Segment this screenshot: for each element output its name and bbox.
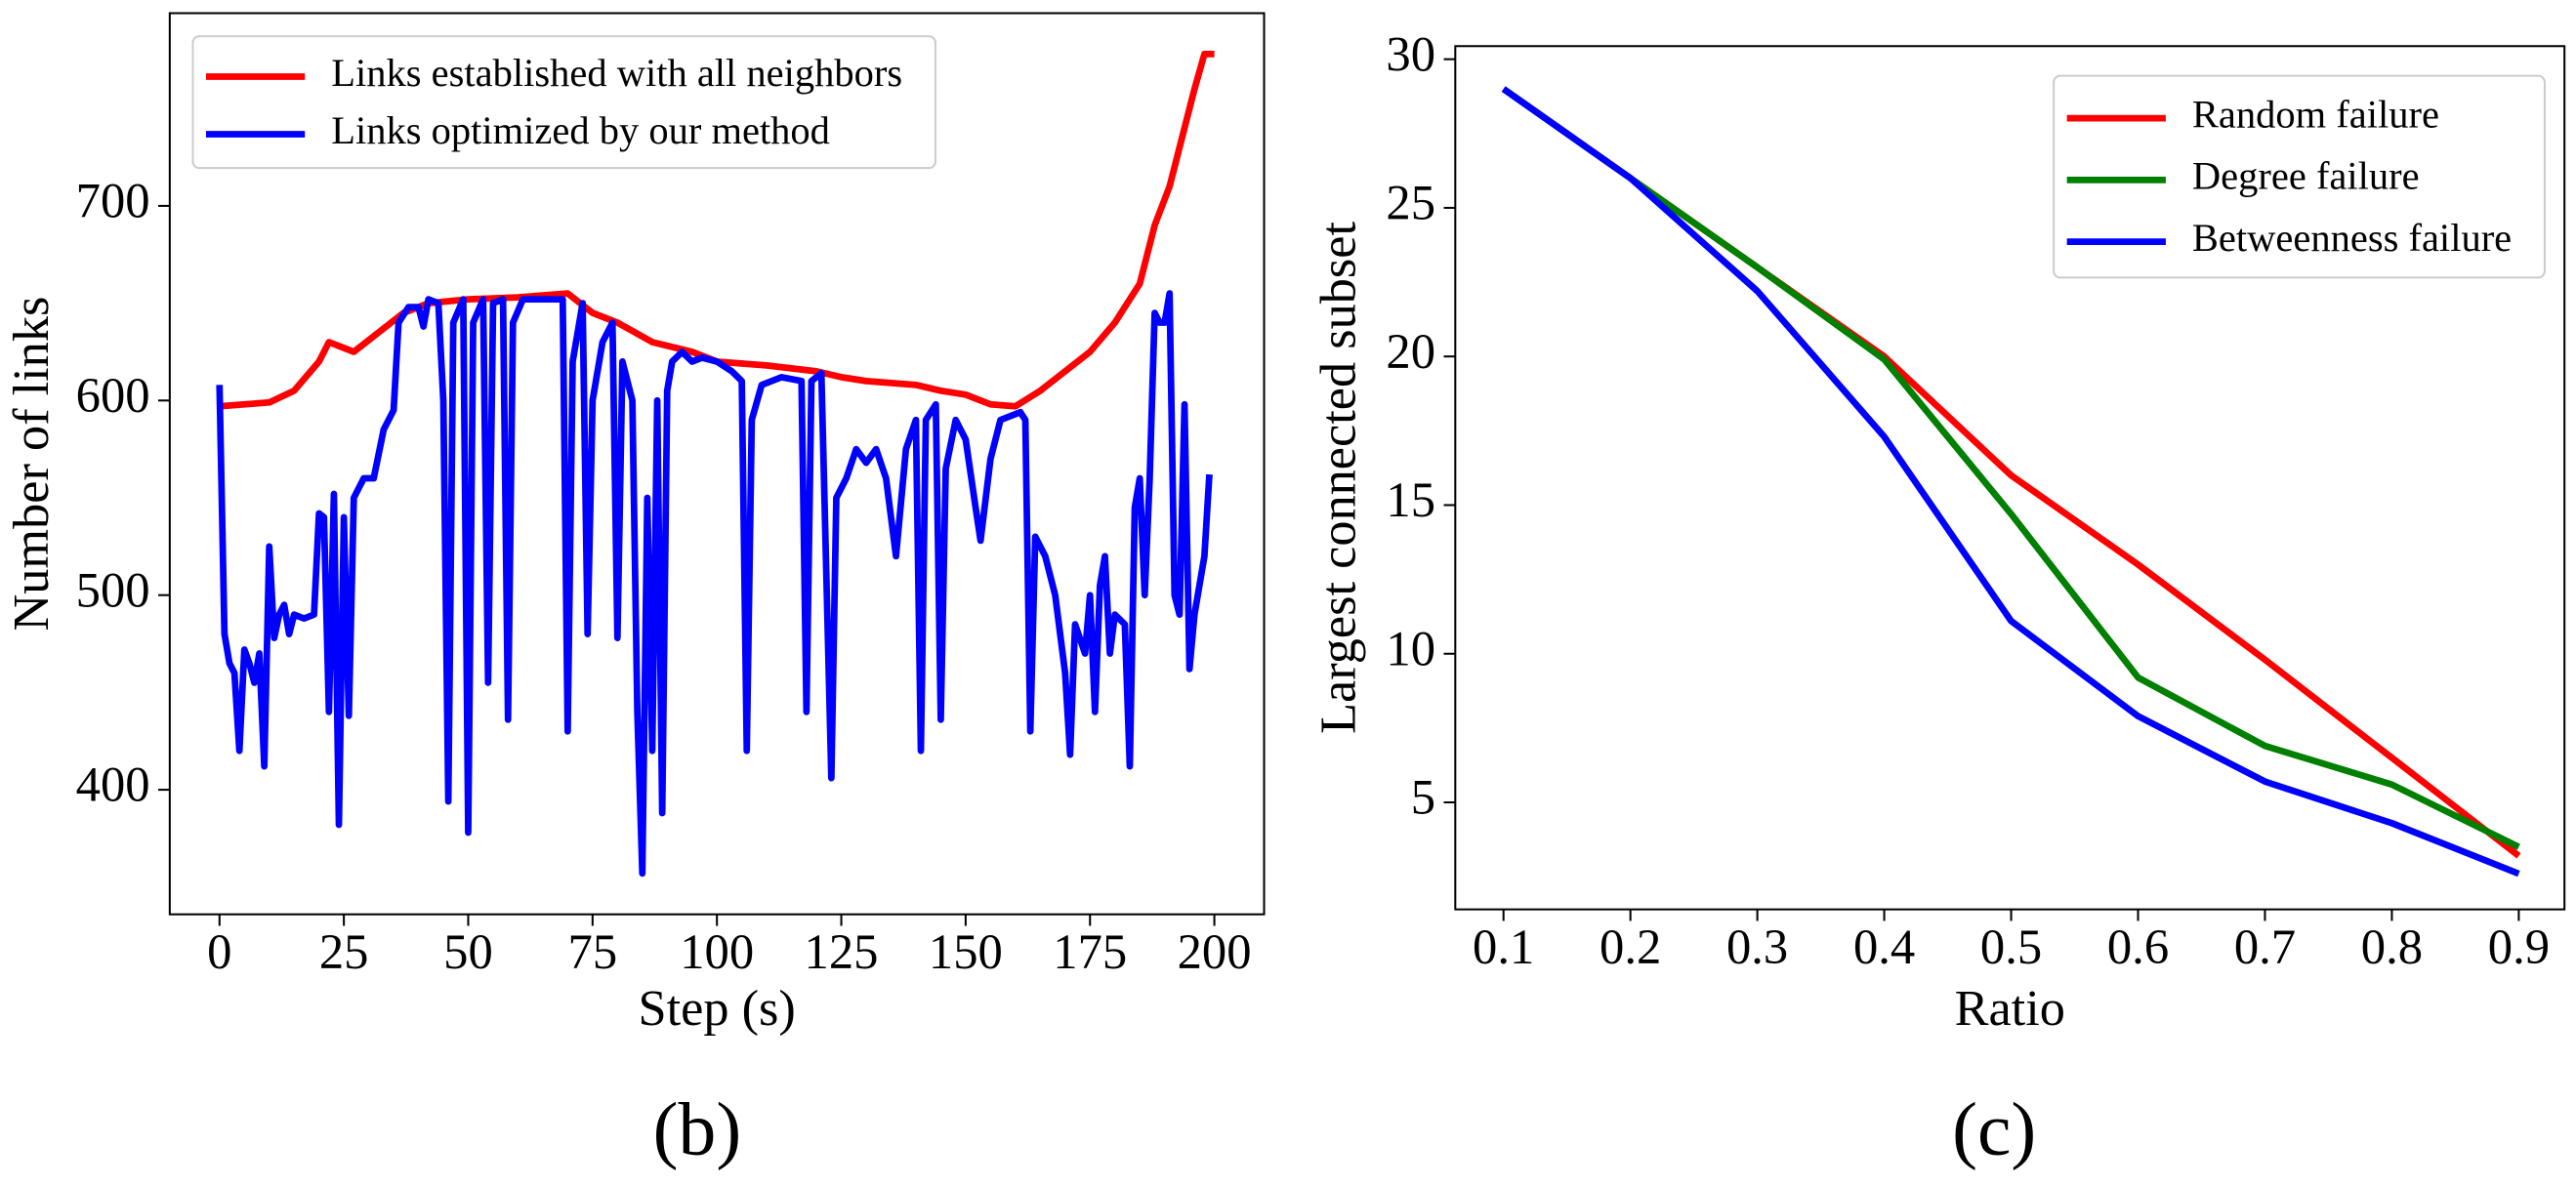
legend-frame: [2053, 74, 2546, 279]
legend-label: Random failure: [2192, 92, 2439, 136]
legend-frame: [191, 35, 936, 170]
x-tick-label: 25: [319, 924, 369, 979]
caption: (c): [1952, 1086, 2036, 1170]
y-tick-label: 700: [76, 174, 150, 228]
legend-label: Links established with all neighbors: [331, 51, 902, 95]
x-tick-label: 50: [443, 924, 493, 979]
y-tick-label: 25: [1386, 176, 1435, 230]
series-line: [1501, 86, 2520, 878]
legend: Links established with all neighbors Link…: [191, 35, 936, 170]
plot-frame: [168, 12, 1266, 916]
x-tick-label: 0.2: [1600, 919, 1661, 974]
x-tick-label: 0.5: [1980, 919, 2042, 974]
plot-lines: [216, 50, 1215, 878]
series-line: [219, 50, 1215, 410]
legend-label: Degree failure: [2192, 154, 2420, 198]
x-tick-label: 125: [805, 924, 879, 979]
y-axis-label: Largest connected subset: [1310, 222, 1367, 734]
y-tick-label: 5: [1411, 770, 1435, 825]
x-axis-label: Step (s): [639, 980, 796, 1037]
y-tick-label: 20: [1386, 324, 1435, 379]
series-line: [1501, 86, 2520, 850]
x-tick-label: 100: [680, 924, 754, 979]
x-tick-label: 0.6: [2107, 919, 2169, 974]
y-tick-label: 15: [1386, 472, 1435, 527]
series-line: [216, 290, 1213, 878]
y-tick-label: 10: [1386, 621, 1435, 675]
x-tick-label: 0.9: [2488, 919, 2550, 974]
x-tick-label: 75: [568, 924, 618, 979]
y-tick-label: 30: [1386, 26, 1435, 81]
y-tick-label: 400: [76, 757, 150, 812]
legend: Random failure Degree failure Betweenness …: [2053, 74, 2546, 279]
x-tick-label: 0.8: [2361, 919, 2423, 974]
caption: (b): [653, 1086, 742, 1170]
x-tick-label: 0.3: [1726, 919, 1788, 974]
x-axis-label: Ratio: [1955, 980, 2065, 1037]
plot-frame: [1454, 45, 2566, 911]
x-tick-label: 0.1: [1473, 919, 1534, 974]
x-tick-label: 200: [1178, 924, 1252, 979]
legend-label: Betweenness failure: [2192, 216, 2512, 260]
legend-label: Links optimized by our method: [331, 108, 830, 152]
y-tick-label: 600: [76, 368, 150, 423]
plot-lines: [1501, 86, 2521, 878]
y-tick-label: 500: [76, 562, 150, 617]
x-tick-label: 0.7: [2234, 919, 2296, 974]
x-tick-label: 175: [1053, 924, 1127, 979]
x-tick-label: 0: [207, 924, 231, 979]
x-tick-label: 150: [929, 924, 1003, 979]
x-tick-label: 0.4: [1853, 919, 1915, 974]
y-axis-label: Number of links: [3, 297, 60, 632]
